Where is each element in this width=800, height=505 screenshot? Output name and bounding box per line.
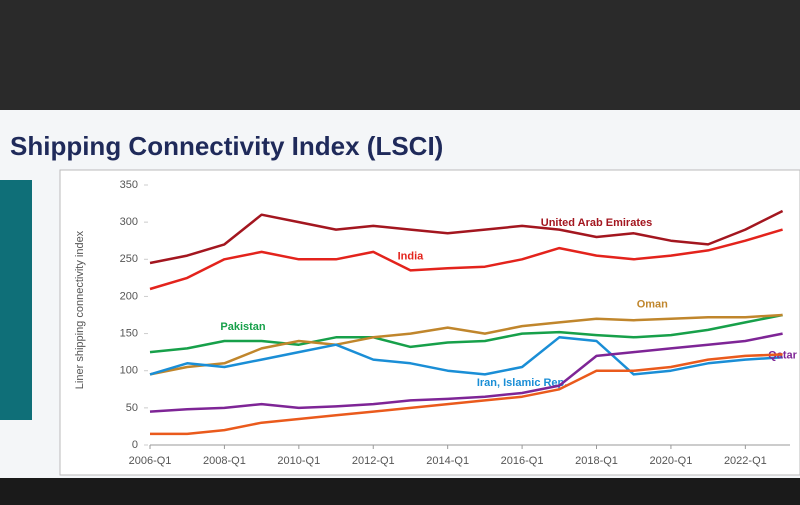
y-tick-label: 150 xyxy=(120,327,138,339)
series-label: United Arab Emirates xyxy=(541,217,652,229)
series-label: Pakistan xyxy=(220,321,266,333)
series-line xyxy=(149,209,784,265)
y-tick-label: 100 xyxy=(120,365,138,377)
series-label: Qatar xyxy=(768,349,797,361)
x-tick-label: 2020-Q1 xyxy=(650,455,693,467)
ceiling xyxy=(0,0,800,110)
x-tick-label: 2022-Q1 xyxy=(724,455,767,467)
y-tick-label: 350 xyxy=(120,179,138,191)
y-tick-label: 200 xyxy=(120,290,138,302)
series-label: Oman xyxy=(637,299,668,311)
series-line xyxy=(149,228,783,291)
y-tick-label: 50 xyxy=(126,402,138,414)
side-strip xyxy=(0,180,32,420)
series-label: Iran, Islamic Rep. xyxy=(477,377,567,389)
series-line xyxy=(149,332,783,413)
y-tick-label: 300 xyxy=(120,216,138,228)
y-tick-label: 0 xyxy=(132,439,138,451)
x-tick-label: 2006-Q1 xyxy=(129,455,172,467)
y-tick-label: 250 xyxy=(120,253,138,265)
series-line xyxy=(150,353,783,436)
x-tick-label: 2018-Q1 xyxy=(575,455,618,467)
floor xyxy=(0,478,800,500)
x-tick-label: 2014-Q1 xyxy=(426,455,469,467)
x-tick-label: 2012-Q1 xyxy=(352,455,395,467)
x-tick-label: 2008-Q1 xyxy=(203,455,246,467)
series-line xyxy=(149,336,783,376)
y-axis-label: Liner shipping connectivity index xyxy=(74,230,86,389)
x-tick-label: 2016-Q1 xyxy=(501,455,544,467)
series-label: India xyxy=(398,250,425,262)
series-line xyxy=(149,313,783,354)
chart-panel xyxy=(59,169,800,476)
chart-title: Shipping Connectivity Index (LSCI) xyxy=(10,131,443,161)
series-line xyxy=(149,313,783,376)
x-tick-label: 2010-Q1 xyxy=(277,455,320,467)
